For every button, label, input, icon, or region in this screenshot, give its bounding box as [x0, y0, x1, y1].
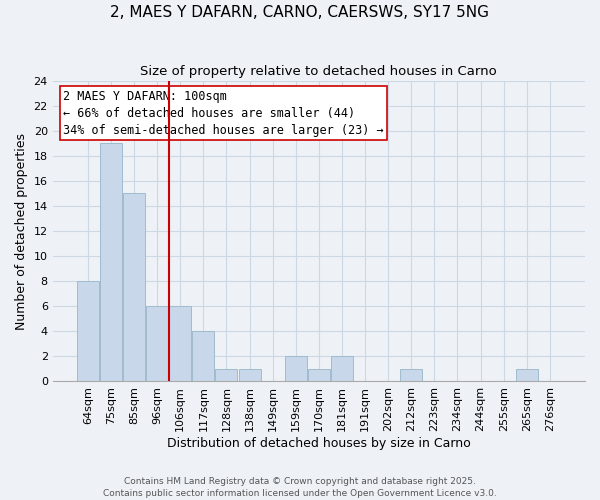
- Bar: [146, 306, 168, 382]
- Bar: [331, 356, 353, 382]
- X-axis label: Distribution of detached houses by size in Carno: Distribution of detached houses by size …: [167, 437, 471, 450]
- Text: Contains HM Land Registry data © Crown copyright and database right 2025.
Contai: Contains HM Land Registry data © Crown c…: [103, 476, 497, 498]
- Bar: [169, 306, 191, 382]
- Bar: [77, 281, 99, 382]
- Bar: [100, 143, 122, 382]
- Title: Size of property relative to detached houses in Carno: Size of property relative to detached ho…: [140, 65, 497, 78]
- Text: 2, MAES Y DAFARN, CARNO, CAERSWS, SY17 5NG: 2, MAES Y DAFARN, CARNO, CAERSWS, SY17 5…: [110, 5, 490, 20]
- Bar: [308, 369, 330, 382]
- Bar: [123, 194, 145, 382]
- Bar: [516, 369, 538, 382]
- Bar: [193, 332, 214, 382]
- Bar: [239, 369, 260, 382]
- Bar: [400, 369, 422, 382]
- Y-axis label: Number of detached properties: Number of detached properties: [15, 132, 28, 330]
- Text: 2 MAES Y DAFARN: 100sqm
← 66% of detached houses are smaller (44)
34% of semi-de: 2 MAES Y DAFARN: 100sqm ← 66% of detache…: [64, 90, 384, 136]
- Bar: [285, 356, 307, 382]
- Bar: [215, 369, 238, 382]
